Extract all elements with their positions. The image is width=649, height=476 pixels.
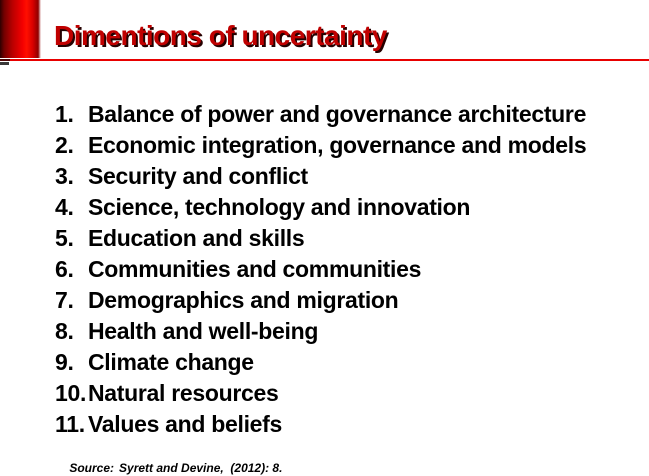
list-item-label: Economic integration, governance and mod…: [88, 132, 587, 158]
source-text: Syrett and Devine, (2012): 8.: [119, 461, 283, 475]
list-item-label: Communities and communities: [88, 256, 422, 282]
list-item-number: 7.: [55, 287, 74, 313]
red-accent-bar: [0, 0, 41, 58]
list-item-label: Climate change: [88, 349, 254, 375]
list-item-number: 1.: [55, 101, 74, 127]
list-item-label: Demographics and migration: [88, 287, 399, 313]
list-item: 6. Communities and communities: [55, 254, 586, 285]
list-item-number: 6.: [55, 256, 74, 282]
list-item: 7. Demographics and migration: [55, 285, 586, 316]
list-item-label: Education and skills: [88, 225, 305, 251]
title-underline-rule: [0, 59, 649, 61]
small-dark-mark: [0, 62, 9, 65]
list-item: 4. Science, technology and innovation: [55, 192, 586, 223]
list-item: 9. Climate change: [55, 347, 586, 378]
list-item: 3. Security and conflict: [55, 161, 586, 192]
source-label: Source:: [69, 461, 115, 475]
list-item-label: Values and beliefs: [88, 411, 283, 437]
list-item: 8. Health and well-being: [55, 316, 586, 347]
slide-title: Dimentions of uncertainty: [54, 20, 387, 51]
list-item-number: 11.: [55, 411, 85, 437]
list-item-label: Security and conflict: [88, 163, 308, 189]
list-item: 11. Values and beliefs: [55, 409, 586, 440]
list-item-number: 3.: [55, 163, 74, 189]
uncertainty-dimensions-list: 1. Balance of power and governance archi…: [55, 99, 587, 440]
list-item-label: Balance of power and governance architec…: [88, 101, 587, 127]
list-item: 1. Balance of power and governance archi…: [55, 99, 586, 130]
list-item-label: Science, technology and innovation: [88, 194, 471, 220]
list-item: 5. Education and skills: [55, 223, 586, 254]
list-item-number: 2.: [55, 132, 74, 158]
list-item-number: 9.: [55, 349, 74, 375]
source-citation: Source: Syrett and Devine, (2012): 8.: [56, 447, 282, 476]
list-item-number: 5.: [55, 225, 74, 251]
list-item-number: 4.: [55, 194, 74, 220]
list-item-number: 8.: [55, 318, 74, 344]
list-item: 10. Natural resources: [55, 378, 586, 409]
list-item-number: 10.: [55, 380, 87, 406]
list-item: 2. Economic integration, governance and …: [55, 130, 587, 161]
list-item-label: Natural resources: [88, 380, 279, 406]
list-item-label: Health and well-being: [88, 318, 319, 344]
